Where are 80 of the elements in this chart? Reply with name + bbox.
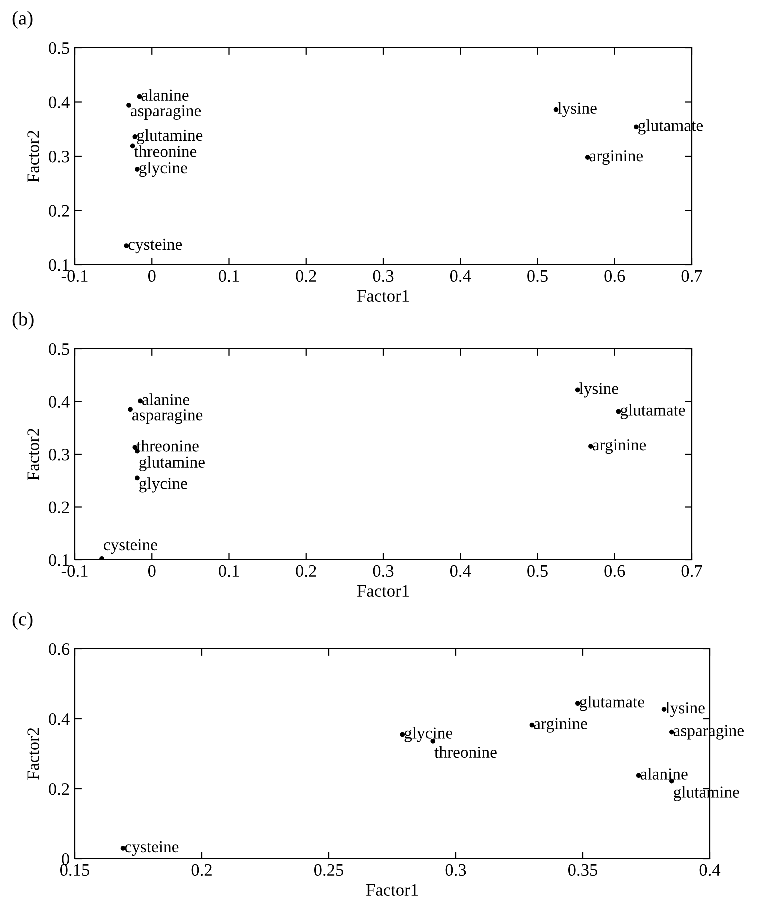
annotation: glutamate: [620, 404, 686, 420]
y-axis-title: Factor2: [28, 728, 40, 780]
x-tick-label: 0.15: [60, 864, 90, 876]
x-tick-label: 0.2: [192, 864, 212, 876]
point: [128, 407, 133, 412]
x-axis-title: Factor1: [357, 585, 409, 597]
x-tick-label: 0.2: [296, 565, 316, 578]
annotation: lysine: [580, 382, 618, 398]
x-tick-label: 0.4: [450, 270, 472, 282]
chart-title: (c): [12, 612, 33, 630]
x-axis-title: Factor1: [366, 884, 418, 896]
x-tick-label: 0: [148, 565, 156, 578]
annotation: glycine: [404, 727, 453, 742]
chart-title: (a): [12, 11, 33, 29]
annotation: glutamate: [580, 696, 644, 712]
point: [575, 701, 580, 706]
point: [634, 124, 639, 130]
annotation: threonine: [434, 746, 497, 758]
x-tick-label: 0.3: [373, 270, 394, 282]
annotation: glutamine: [140, 456, 205, 472]
y-axis-title: Factor2: [28, 428, 40, 481]
x-tick-label: 0.4: [450, 565, 472, 578]
y-tick-label: 0: [62, 853, 70, 866]
y-tick-label: 0.5: [49, 42, 70, 54]
point: [138, 398, 143, 404]
x-tick-label: 0.7: [682, 565, 702, 578]
point: [135, 167, 140, 172]
x-tick-label: 0.5: [528, 565, 548, 578]
annotation: glycine: [140, 478, 188, 493]
x-tick-label: 0.5: [528, 270, 548, 282]
annotation: arginine: [534, 718, 588, 733]
y-tick-label: 0.3: [49, 448, 70, 461]
x-axis-title: Factor1: [357, 290, 409, 302]
annotation: cysteine: [128, 238, 182, 254]
y-axis-title: Factor2: [28, 130, 40, 183]
annotation: glutamine: [137, 129, 203, 145]
annotation: lysine: [666, 702, 705, 718]
y-tick-label: 0.3: [49, 150, 70, 163]
x-tick-label: 0.6: [604, 270, 626, 282]
annotation: glycine: [140, 162, 188, 178]
x-tick-label: 0.1: [219, 565, 240, 578]
annotation: asparagine: [130, 105, 202, 120]
x-tick-label: -0.1: [62, 270, 88, 282]
x-tick-label: 0.7: [682, 270, 702, 282]
y-tick-label: 0.4: [49, 713, 70, 726]
y-tick-label: 0.5: [49, 343, 70, 356]
x-tick-label: -0.1: [62, 565, 88, 578]
y-tick-label: 0.4: [49, 396, 70, 408]
y-tick-label: 0.2: [49, 783, 70, 796]
x-tick-label: 0: [148, 270, 156, 282]
x-tick-label: 0.35: [568, 864, 598, 876]
x-tick-label: 0.25: [314, 864, 344, 876]
annotation: alanine: [640, 768, 688, 780]
annotation: alanine: [142, 394, 190, 406]
y-tick-label: 0.6: [49, 643, 70, 656]
x-tick-label: 0.4: [700, 864, 721, 876]
annotation: asparagine: [132, 410, 203, 424]
annotation: alanine: [142, 89, 189, 101]
x-tick-label: 0.2: [296, 270, 316, 282]
annotation: cysteine: [104, 539, 158, 554]
x-tick-label: 0.1: [219, 270, 240, 282]
annotation: lysine: [558, 102, 597, 118]
point: [588, 444, 594, 450]
x-tick-label: 0.3: [446, 864, 466, 876]
y-tick-label: 0.1: [49, 259, 70, 272]
y-tick-label: 0.4: [49, 96, 70, 109]
annotation: arginine: [592, 440, 646, 454]
annotation: arginine: [590, 150, 644, 166]
y-tick-label: 0.2: [49, 205, 70, 218]
y-tick-label: 0.2: [49, 502, 70, 514]
x-tick-label: 0.3: [373, 565, 394, 578]
point: [126, 103, 132, 108]
point: [100, 556, 104, 560]
x-tick-label: 0.6: [604, 565, 626, 578]
point: [135, 476, 140, 481]
chart-title: (b): [12, 312, 34, 330]
annotation: threonine: [134, 146, 197, 158]
y-tick-label: 0.1: [49, 554, 70, 566]
annotation: threonine: [136, 440, 199, 452]
annotation: cysteine: [125, 841, 179, 856]
